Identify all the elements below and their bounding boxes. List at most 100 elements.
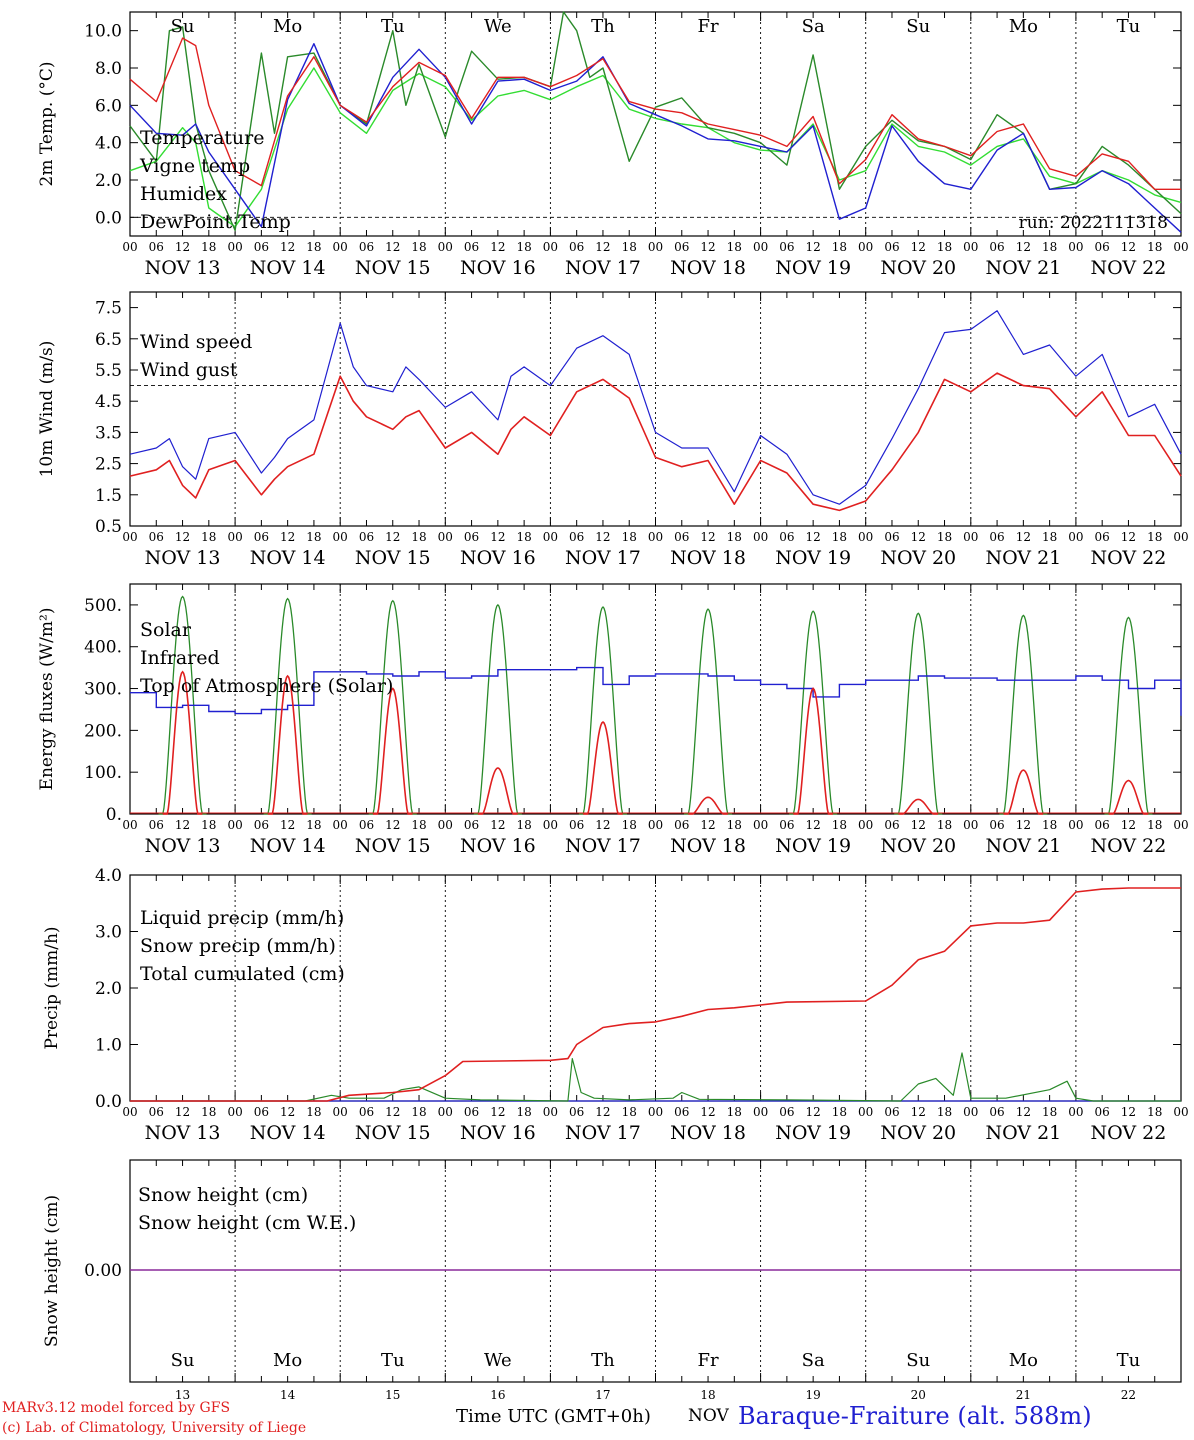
day-number: 16 xyxy=(490,1388,505,1402)
date-label: NOV 21 xyxy=(985,547,1061,569)
weekday-label: Fr xyxy=(698,1350,719,1371)
x-tick-label: 12 xyxy=(700,240,715,254)
x-tick-label: 06 xyxy=(569,240,584,254)
x-tick-label: 12 xyxy=(280,240,295,254)
day-number: 17 xyxy=(595,1388,610,1402)
day-number: 13 xyxy=(175,1388,190,1402)
legend-entry: Snow precip (mm/h) xyxy=(140,935,336,957)
x-tick-label: 06 xyxy=(674,818,689,832)
day-number: 18 xyxy=(700,1388,715,1402)
legend-entry: Snow height (cm W.E.) xyxy=(138,1212,356,1234)
x-tick-label: 06 xyxy=(779,818,794,832)
x-tick-label: 06 xyxy=(779,240,794,254)
date-label: NOV 20 xyxy=(880,257,956,279)
x-tick-label: 06 xyxy=(464,240,479,254)
weekday-label: Mo xyxy=(273,16,302,37)
infrared-line xyxy=(130,666,1182,716)
wind-series-line xyxy=(129,310,1182,505)
legend-entry: Top of Atmosphere (Solar) xyxy=(140,675,393,697)
x-tick-label: 12 xyxy=(490,1105,505,1119)
x-tick-label: 12 xyxy=(911,818,926,832)
weekday-label: Sa xyxy=(802,1350,825,1371)
x-tick-label: 00 xyxy=(227,818,242,832)
x-tick-label: 12 xyxy=(911,240,926,254)
date-label: NOV 18 xyxy=(670,1122,746,1144)
x-tick-label: 12 xyxy=(595,240,610,254)
y-tick-label: 4.5 xyxy=(95,392,122,412)
date-label: NOV 20 xyxy=(880,547,956,569)
y-tick-label: 0.0 xyxy=(95,208,122,228)
x-tick-label: 18 xyxy=(201,1105,216,1119)
x-tick-label: 12 xyxy=(911,530,926,544)
x-tick-label: 18 xyxy=(937,1105,952,1119)
x-tick-label: 06 xyxy=(1095,818,1110,832)
weekday-label: Su xyxy=(171,1350,195,1371)
x-tick-label: 12 xyxy=(806,1105,821,1119)
x-tick-label: 06 xyxy=(674,530,689,544)
date-label: NOV 16 xyxy=(460,835,536,857)
x-tick-label: 00 xyxy=(543,1105,558,1119)
y-tick-label: 0.00 xyxy=(84,1261,122,1281)
x-tick-label: 06 xyxy=(884,1105,899,1119)
y-tick-label: 7.5 xyxy=(95,299,122,319)
x-tick-label: 12 xyxy=(806,818,821,832)
x-tick-label: 12 xyxy=(280,1105,295,1119)
x-tick-label: 12 xyxy=(280,818,295,832)
y-tick-label: 8.0 xyxy=(95,59,122,79)
x-tick-label: 00 xyxy=(753,1105,768,1119)
x-tick-label: 12 xyxy=(385,1105,400,1119)
legend-entry: Humidex xyxy=(140,183,227,205)
date-label: NOV 18 xyxy=(670,835,746,857)
x-tick-label: 12 xyxy=(1016,240,1031,254)
date-label: NOV 20 xyxy=(880,835,956,857)
date-label: NOV 17 xyxy=(565,835,641,857)
x-tick-label: 18 xyxy=(1147,1105,1162,1119)
y-tick-label: 2.0 xyxy=(95,979,122,999)
date-label: NOV 14 xyxy=(250,257,326,279)
x-tick-label: 06 xyxy=(989,818,1004,832)
x-tick-label: 00 xyxy=(122,240,137,254)
x-tick-label: 00 xyxy=(858,240,873,254)
x-tick-label: 00 xyxy=(1173,530,1188,544)
x-tick-label: 18 xyxy=(727,818,742,832)
day-number: 20 xyxy=(911,1388,926,1402)
x-tick-label: 18 xyxy=(306,818,321,832)
x-tick-label: 06 xyxy=(254,240,269,254)
weekday-label: Mo xyxy=(1009,16,1038,37)
x-tick-label: 12 xyxy=(595,530,610,544)
x-tick-label: 12 xyxy=(1016,1105,1031,1119)
x-tick-label: 00 xyxy=(438,530,453,544)
toa-solar-line xyxy=(158,595,1153,815)
x-tick-label: 18 xyxy=(622,530,637,544)
panel-2: 00 06 12 18 NOV 13 00 06 12 18 NOV 14 00 06 12 18 NOV … xyxy=(37,291,1189,569)
panel-4: 00 06 12 18 NOV 13 00 06 12 18 NOV 14 00 06 12 18 NOV … xyxy=(42,874,1189,1144)
date-label: NOV 17 xyxy=(565,1122,641,1144)
date-label: NOV 22 xyxy=(1091,1122,1167,1144)
panel-5: Snow height (cm) xyxy=(42,1159,1182,1383)
month-label: NOV xyxy=(688,1406,729,1426)
weekday-label: Fr xyxy=(698,16,719,37)
x-tick-label: 18 xyxy=(727,530,742,544)
date-label: NOV 14 xyxy=(250,1122,326,1144)
x-tick-label: 18 xyxy=(1042,530,1057,544)
panel-1: 00 06 12 18 NOV 13 00 06 12 18 NOV 14 00 06 12 18 NOV … xyxy=(37,11,1189,279)
date-label: NOV 13 xyxy=(145,547,221,569)
x-tick-label: 00 xyxy=(122,1105,137,1119)
x-tick-label: 12 xyxy=(490,818,505,832)
x-tick-label: 00 xyxy=(227,530,242,544)
x-tick-label: 12 xyxy=(1121,1105,1136,1119)
x-tick-label: 00 xyxy=(858,530,873,544)
x-tick-label: 06 xyxy=(989,530,1004,544)
x-tick-label: 00 xyxy=(858,1105,873,1119)
x-tick-label: 00 xyxy=(1173,1105,1188,1119)
x-tick-label: 06 xyxy=(989,1105,1004,1119)
x-tick-label: 12 xyxy=(700,1105,715,1119)
legend-entry: Total cumulated (cm) xyxy=(140,963,345,985)
x-tick-label: 18 xyxy=(832,818,847,832)
x-tick-label: 18 xyxy=(1042,1105,1057,1119)
x-tick-label: 18 xyxy=(306,530,321,544)
x-tick-label: 18 xyxy=(937,818,952,832)
weekday-label: Tu xyxy=(381,16,405,37)
x-tick-label: 18 xyxy=(516,818,531,832)
